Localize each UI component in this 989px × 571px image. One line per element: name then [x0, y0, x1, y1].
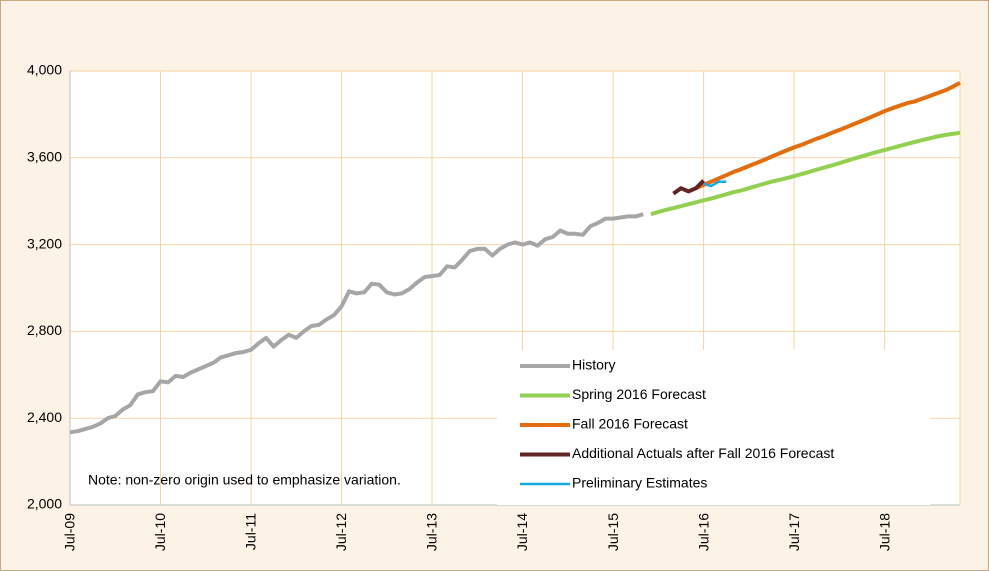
series-line — [695, 81, 961, 191]
x-tick-label: Jul-11 — [243, 513, 259, 550]
y-tick-label: 3,600 — [27, 149, 62, 165]
y-tick-label: 2,400 — [27, 409, 62, 425]
x-tick-label: Jul-13 — [424, 513, 440, 551]
note: Note: non-zero origin used to emphasize … — [88, 472, 401, 488]
legend-label: Preliminary Estimates — [572, 475, 707, 491]
legend-label: Fall 2016 Forecast — [572, 416, 688, 432]
series-line — [650, 130, 961, 217]
y-tick-label: 4,000 — [27, 62, 62, 78]
x-tick-label: Jul-09 — [62, 513, 78, 551]
x-tick-label: Jul-17 — [786, 513, 802, 551]
y-tick-label: 2,800 — [27, 322, 62, 338]
legend: History Spring 2016 Forecast Fall 2016 For… — [520, 357, 834, 491]
x-tick-label: Jul-12 — [333, 513, 349, 551]
legend-label: Spring 2016 Forecast — [572, 386, 706, 402]
legend-label: Additional Actuals after Fall 2016 Forec… — [572, 445, 834, 461]
x-tick-label: Jul-10 — [152, 513, 168, 551]
series-line — [703, 180, 727, 188]
x-tick-label: Jul-18 — [876, 513, 892, 551]
x-tick-label: Jul-15 — [605, 513, 621, 551]
series-line — [672, 179, 706, 196]
grid — [69, 70, 961, 506]
legend-label: History — [572, 357, 616, 373]
y-tick-label: 2,000 — [27, 496, 62, 512]
y-tick-label: 3,200 — [27, 235, 62, 251]
series-line — [69, 212, 644, 435]
series-lines — [69, 81, 961, 435]
x-tick-label: Jul-16 — [695, 513, 711, 551]
x-tick-label: Jul-14 — [514, 513, 530, 551]
legend-box — [497, 350, 930, 505]
